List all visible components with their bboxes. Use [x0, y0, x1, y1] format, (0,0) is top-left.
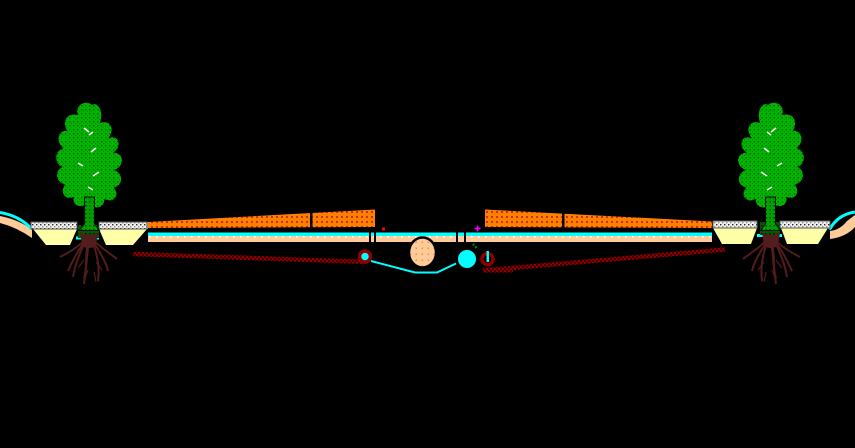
- sidewalk-slab-right-outer: [779, 220, 831, 229]
- marker-red: [382, 227, 385, 231]
- subgrade-line-right: [488, 247, 726, 273]
- subgrade-line-left: [132, 251, 369, 265]
- sidewalk-slab-right-inner: [712, 220, 758, 229]
- sidewalk-slab-left-outer: [30, 221, 78, 230]
- road-membrane-line: [148, 232, 712, 236]
- verge-left-soil: [0, 216, 32, 238]
- marker-green-dot2: [475, 246, 478, 249]
- canopy-highlights: [77, 127, 100, 191]
- drainage: [357, 249, 495, 274]
- asphalt-layer-right: [485, 209, 712, 228]
- trench-cut-4: [464, 230, 466, 243]
- sidewalk-right: [712, 220, 831, 244]
- tree-left: [54, 101, 124, 285]
- sand-bed-right-inner: [713, 228, 757, 244]
- subgrade-lines: [132, 247, 726, 273]
- trench-cut-1: [369, 230, 371, 243]
- trench-cut-2: [374, 230, 376, 243]
- gully-left: [357, 249, 373, 264]
- marker-green-dot1: [472, 243, 475, 246]
- trench-cut-3: [456, 230, 458, 243]
- sand-bed-left-inner: [99, 229, 147, 245]
- verge-right: [828, 210, 855, 239]
- marker-magenta: [474, 225, 481, 232]
- tree-trunk: [77, 196, 101, 231]
- gully-right-slot: [486, 251, 489, 262]
- verge-right-surface-line: [828, 210, 855, 231]
- road-structure: [145, 209, 712, 269]
- sand-bed-left-outer: [33, 229, 77, 245]
- water-main-section: [458, 250, 476, 268]
- sidewalk-left: [30, 221, 148, 245]
- asphalt-joint-left: [310, 212, 313, 228]
- marker-green: [472, 243, 478, 249]
- main-pipe-section: [407, 236, 438, 269]
- verge-left-surface-line: [0, 211, 33, 231]
- sand-bed-right-outer: [781, 228, 828, 244]
- verge-right-soil: [830, 215, 855, 239]
- asphalt-joint-right: [562, 212, 565, 228]
- sidewalk-slab-left-inner: [98, 221, 148, 230]
- verge-left: [0, 211, 33, 238]
- drain-connector-pipe: [370, 260, 457, 274]
- asphalt-layer-left: [148, 209, 375, 228]
- tree-roots: [59, 232, 118, 285]
